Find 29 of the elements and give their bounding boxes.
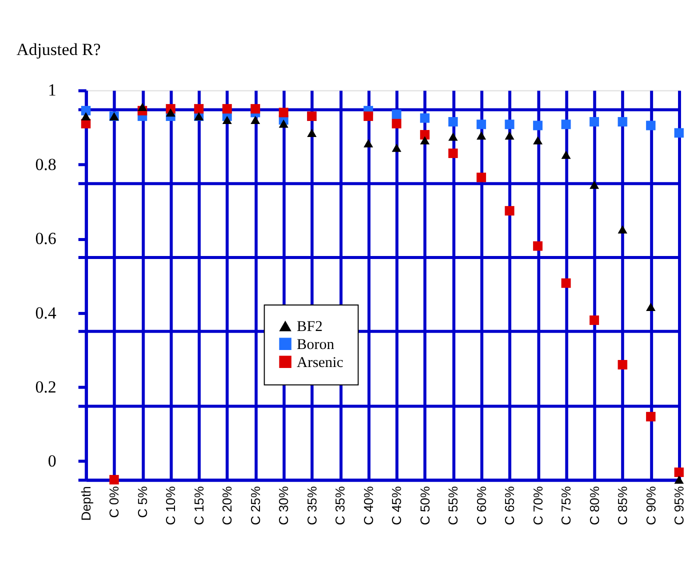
x-tick-label: C 10%	[163, 486, 178, 526]
x-tick-label: C 90%	[643, 486, 658, 526]
y-tick-label: 0	[48, 452, 56, 471]
x-tick-label: C 15%	[191, 486, 206, 526]
y-tick-label: 0.8	[35, 154, 56, 174]
x-tick-label: C 35%	[332, 486, 348, 526]
y-tick-label: 1	[48, 80, 56, 100]
x-tick-label: C 35%	[304, 486, 320, 526]
x-tick-label: C 95%	[672, 486, 687, 526]
x-tick-label: C 20%	[220, 486, 235, 526]
y-axis-title: Adjusted R?	[16, 40, 101, 59]
x-tick-label: C 50%	[417, 486, 432, 526]
x-tick-label: C 65%	[502, 486, 518, 526]
x-tick-label: C 25%	[248, 486, 263, 526]
x-tick-label: C 30%	[276, 486, 292, 526]
x-tick-label: Depth	[78, 486, 94, 521]
x-tick-label: C 0%	[106, 486, 122, 518]
x-tick-label: C 40%	[360, 486, 376, 526]
x-tick-label: C 60%	[474, 486, 489, 526]
y-tick-label: 0.6	[35, 229, 56, 248]
x-tick-label: C 70%	[530, 486, 546, 526]
x-tick-label: C 55%	[446, 486, 461, 526]
x-tick-label: C 75%	[558, 486, 574, 526]
x-tick-label: C 80%	[586, 486, 602, 526]
y-tick-label: 0.2	[35, 377, 56, 396]
y-tick-label: 0.4	[35, 303, 57, 322]
x-tick-label: C 85%	[615, 486, 630, 526]
x-tick-label: C 45%	[389, 486, 404, 526]
x-tick-label: C 5%	[134, 486, 150, 518]
